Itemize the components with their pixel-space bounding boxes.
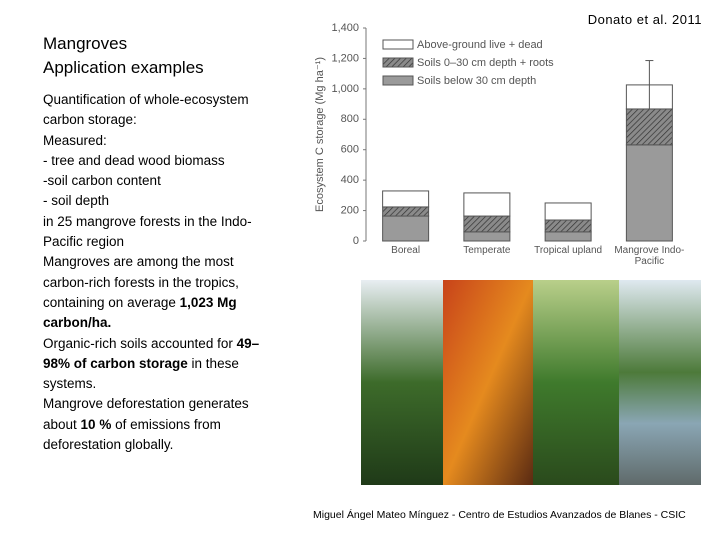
bar-segment [382,215,430,242]
paragraph: Organic-rich soils accounted for 49–98% … [43,334,271,395]
y-axis-label: Ecosystem C storage (Mg ha⁻¹) [314,57,326,212]
y-tick-label: 1,400 [331,22,359,34]
text-run: Organic-rich soils accounted for [43,335,237,351]
footer: Miguel Ángel Mateo Mínguez - Centro de E… [313,509,686,521]
photo-tropical [533,280,619,485]
text-run: 1,023 Mg carbon/ha. [43,294,237,331]
paragraph: - soil depth [43,191,271,211]
bar-segment [463,231,511,242]
bar-segment [382,190,430,208]
bar-segment [544,219,592,233]
bar-segment [382,206,430,217]
photo-boreal [361,280,443,485]
chart: 0 200 400 600 800 1,000 1,200 1,400 Ecosystem C … [314,22,673,247]
bar-segment [625,108,673,146]
text-run: 10 % [80,416,116,432]
slide-title: Mangroves Application examples [43,32,204,80]
citation: Donato et al. 2011 [587,12,702,27]
title-line: Application examples [43,58,204,77]
y-tick-label: 0 [353,235,359,247]
bar-segment [544,202,592,221]
text-run: - tree and dead wood biomass [43,152,225,168]
text-run: 49–98% of carbon storage [43,335,260,371]
paragraph: in 25 mangrove forests in the Indo-Pacif… [43,212,271,253]
paragraph: - tree and dead wood biomass [43,151,271,171]
text-run: Quantification of whole-ecosystem carbon… [43,92,249,128]
title-line: Mangroves [43,34,128,53]
x-tick-label: Boreal [391,245,421,256]
photo-temperate [443,280,533,485]
bar-segment [463,215,511,233]
photo-strip [361,280,701,485]
paragraph: Measured: [43,131,271,151]
legend-label: Soils below 30 cm depth [417,75,536,87]
x-tick-label: Tropical upland [534,245,603,256]
paragraph: -soil carbon content [43,171,271,191]
legend-label: Above-ground live + dead [417,39,543,51]
x-tick-label: Mangrove Indo-Pacific [614,245,685,267]
x-tick-label: Temperate [463,245,511,256]
paragraph: Quantification of whole-ecosystem carbon… [43,90,271,131]
bar-segment [625,144,673,242]
y-tick-label: 600 [341,144,359,156]
text-run: Mangrove deforestation generates about [43,396,249,432]
legend-label: Soils 0–30 cm depth + roots [417,57,554,69]
text-run: Mangroves are among the most carbon-rich… [43,254,239,310]
y-tick-label: 400 [341,174,359,186]
text-run: Measured: [43,132,107,148]
text-run: of emissions from deforestation globally… [43,416,221,453]
body-text: Quantification of whole-ecosystem carbon… [43,90,271,455]
legend-swatch [382,39,414,50]
bar-segment [544,231,592,242]
paragraph: Mangrove deforestation generates about 1… [43,394,271,455]
text-run: - soil depth [43,193,110,209]
y-tick-label: 800 [341,113,359,125]
y-tick-label: 1,000 [331,83,359,95]
y-tick-label: 1,200 [331,52,359,64]
photo-mangrove [619,280,701,485]
bar-segment [463,192,511,217]
y-tick-label: 200 [341,204,359,216]
paragraph: Mangroves are among the most carbon-rich… [43,252,271,333]
text-run: in these systems. [43,355,239,392]
legend-swatch [382,57,414,68]
text-run: in 25 mangrove forests in the Indo-Pacif… [43,213,252,250]
text-run: -soil carbon content [43,173,161,189]
legend-swatch [382,75,414,86]
